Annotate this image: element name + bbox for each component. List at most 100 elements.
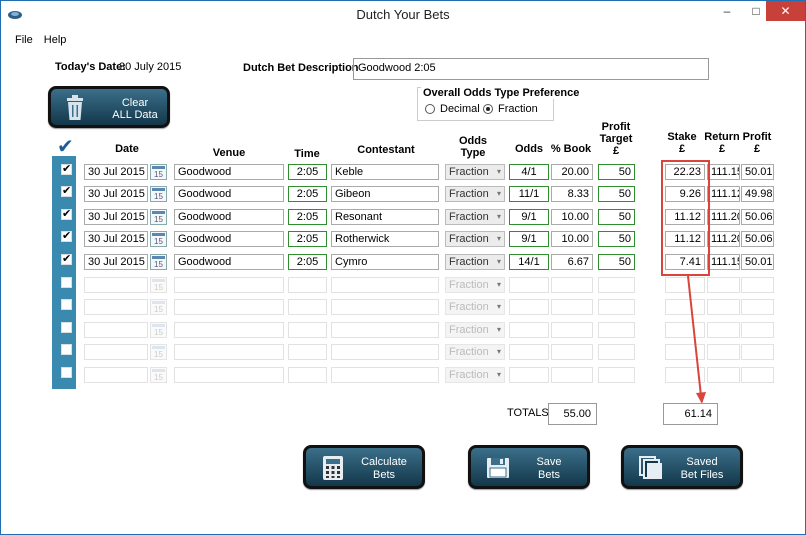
venue-input[interactable] <box>174 299 284 315</box>
contestant-input[interactable]: Rotherwick <box>331 231 439 247</box>
time-input[interactable] <box>288 367 327 383</box>
calendar-icon[interactable]: 15 <box>150 299 167 315</box>
calendar-icon[interactable]: 15 <box>150 231 167 247</box>
menu-file[interactable]: File <box>15 34 33 46</box>
time-input[interactable] <box>288 277 327 293</box>
profit-target-input[interactable] <box>598 344 635 360</box>
date-input[interactable] <box>84 277 148 293</box>
contestant-input[interactable] <box>331 344 439 360</box>
odds-input[interactable] <box>509 367 549 383</box>
calendar-icon[interactable]: 15 <box>150 322 167 338</box>
odds-input[interactable] <box>509 322 549 338</box>
venue-input[interactable] <box>174 277 284 293</box>
venue-input[interactable]: Goodwood <box>174 209 284 225</box>
close-button[interactable]: ✕ <box>766 1 805 21</box>
row-checkbox[interactable]: ✔ <box>61 185 72 197</box>
venue-input[interactable] <box>174 367 284 383</box>
time-input[interactable]: 2:05 <box>288 186 327 202</box>
contestant-input[interactable]: Keble <box>331 164 439 180</box>
row-checkbox[interactable] <box>61 367 72 378</box>
odds-input[interactable]: 11/1 <box>509 186 549 202</box>
menu-help[interactable]: Help <box>43 34 67 46</box>
contestant-input[interactable] <box>331 277 439 293</box>
row-checkbox[interactable] <box>61 344 72 355</box>
date-input[interactable]: 30 Jul 2015 <box>84 186 148 202</box>
contestant-input[interactable] <box>331 322 439 338</box>
date-input[interactable]: 30 Jul 2015 <box>84 164 148 180</box>
date-input[interactable] <box>84 344 148 360</box>
row-checkbox[interactable] <box>61 322 72 333</box>
calendar-icon[interactable]: 15 <box>150 209 167 225</box>
contestant-input[interactable]: Resonant <box>331 209 439 225</box>
select-all-check-icon[interactable]: ✔ <box>57 136 74 158</box>
odds-type-select[interactable]: Fraction ▾ <box>445 299 505 315</box>
date-input[interactable]: 30 Jul 2015 <box>84 209 148 225</box>
calendar-icon[interactable]: 15 <box>150 277 167 293</box>
profit-target-input[interactable] <box>598 299 635 315</box>
calculate-bets-button[interactable]: Calculate Bets <box>303 445 425 489</box>
odds-input[interactable]: 9/1 <box>509 231 549 247</box>
date-input[interactable]: 30 Jul 2015 <box>84 254 148 270</box>
row-checkbox[interactable]: ✔ <box>61 163 72 175</box>
odds-type-select[interactable]: Fraction ▾ <box>445 164 505 180</box>
time-input[interactable]: 2:05 <box>288 164 327 180</box>
calendar-icon[interactable]: 15 <box>150 186 167 202</box>
radio-decimal[interactable]: Decimal <box>425 103 480 115</box>
venue-input[interactable]: Goodwood <box>174 186 284 202</box>
row-checkbox[interactable]: ✔ <box>61 253 72 265</box>
odds-type-select[interactable]: Fraction ▾ <box>445 231 505 247</box>
profit-target-input[interactable]: 50 <box>598 209 635 225</box>
odds-input[interactable] <box>509 344 549 360</box>
odds-type-select[interactable]: Fraction ▾ <box>445 186 505 202</box>
contestant-input[interactable] <box>331 367 439 383</box>
saved-bet-files-button[interactable]: Saved Bet Files <box>621 445 743 489</box>
odds-type-select[interactable]: Fraction ▾ <box>445 344 505 360</box>
calendar-icon[interactable]: 15 <box>150 164 167 180</box>
time-input[interactable]: 2:05 <box>288 254 327 270</box>
time-input[interactable]: 2:05 <box>288 209 327 225</box>
odds-type-select[interactable]: Fraction ▾ <box>445 322 505 338</box>
venue-input[interactable]: Goodwood <box>174 164 284 180</box>
time-input[interactable]: 2:05 <box>288 231 327 247</box>
date-input[interactable] <box>84 367 148 383</box>
odds-type-select[interactable]: Fraction ▾ <box>445 277 505 293</box>
row-checkbox[interactable] <box>61 299 72 310</box>
odds-type-select[interactable]: Fraction ▾ <box>445 254 505 270</box>
odds-input[interactable] <box>509 299 549 315</box>
calendar-icon[interactable]: 15 <box>150 367 167 383</box>
contestant-input[interactable] <box>331 299 439 315</box>
odds-input[interactable]: 14/1 <box>509 254 549 270</box>
odds-type-select[interactable]: Fraction ▾ <box>445 367 505 383</box>
odds-input[interactable]: 4/1 <box>509 164 549 180</box>
radio-fraction[interactable]: Fraction <box>483 103 538 115</box>
time-input[interactable] <box>288 299 327 315</box>
date-input[interactable]: 30 Jul 2015 <box>84 231 148 247</box>
profit-target-input[interactable] <box>598 322 635 338</box>
save-bets-button[interactable]: Save Bets <box>468 445 590 489</box>
time-input[interactable] <box>288 322 327 338</box>
odds-input[interactable] <box>509 277 549 293</box>
contestant-input[interactable]: Gibeon <box>331 186 439 202</box>
venue-input[interactable]: Goodwood <box>174 254 284 270</box>
calendar-icon[interactable]: 15 <box>150 344 167 360</box>
row-checkbox[interactable] <box>61 277 72 288</box>
date-input[interactable] <box>84 322 148 338</box>
description-input[interactable]: Goodwood 2:05 <box>353 58 709 80</box>
profit-target-input[interactable]: 50 <box>598 254 635 270</box>
profit-target-input[interactable]: 50 <box>598 186 635 202</box>
clear-all-button[interactable]: Clear ALL Data <box>48 86 170 128</box>
venue-input[interactable] <box>174 344 284 360</box>
minimize-button[interactable]: – <box>723 4 731 18</box>
profit-target-input[interactable]: 50 <box>598 231 635 247</box>
profit-target-input[interactable]: 50 <box>598 164 635 180</box>
maximize-button[interactable]: □ <box>752 4 760 18</box>
profit-target-input[interactable] <box>598 277 635 293</box>
odds-input[interactable]: 9/1 <box>509 209 549 225</box>
time-input[interactable] <box>288 344 327 360</box>
calendar-icon[interactable]: 15 <box>150 254 167 270</box>
profit-target-input[interactable] <box>598 367 635 383</box>
venue-input[interactable] <box>174 322 284 338</box>
venue-input[interactable]: Goodwood <box>174 231 284 247</box>
date-input[interactable] <box>84 299 148 315</box>
row-checkbox[interactable]: ✔ <box>61 208 72 220</box>
